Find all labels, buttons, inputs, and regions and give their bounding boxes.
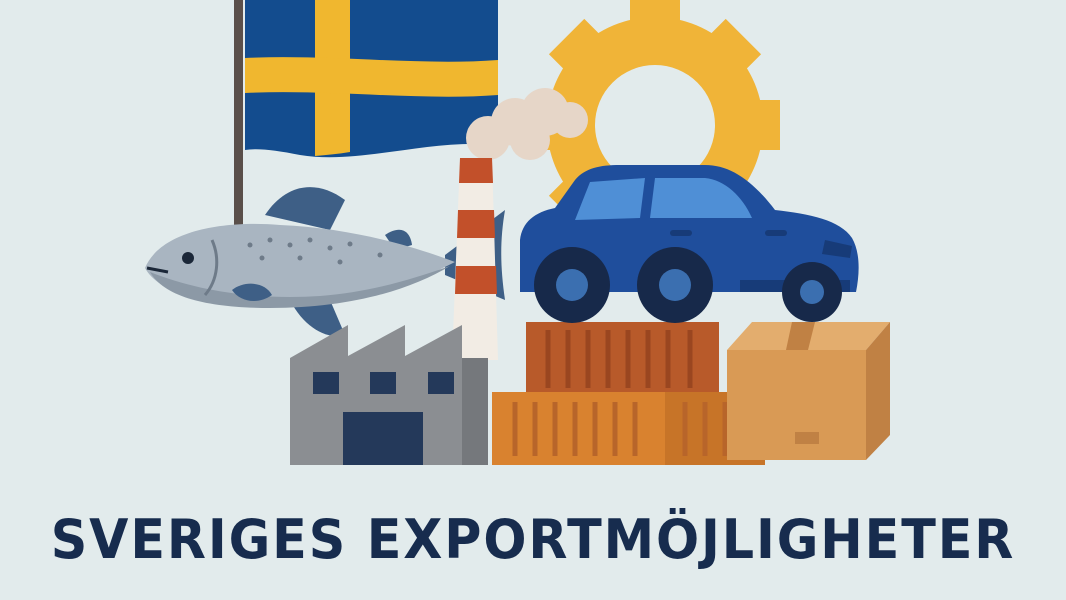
shipping-container-icon [526, 322, 719, 395]
swedish-flag-icon [234, 0, 498, 232]
smoke-icon [466, 88, 588, 160]
chimney-icon [452, 158, 498, 360]
cardboard-box-icon [727, 322, 890, 460]
car-icon [520, 165, 859, 323]
shipping-container-icon [492, 392, 765, 465]
salmon-icon [145, 187, 505, 337]
poster-title: SVERIGES EXPORTMÖJLIGHETER [50, 508, 1016, 571]
factory-icon [290, 325, 488, 465]
